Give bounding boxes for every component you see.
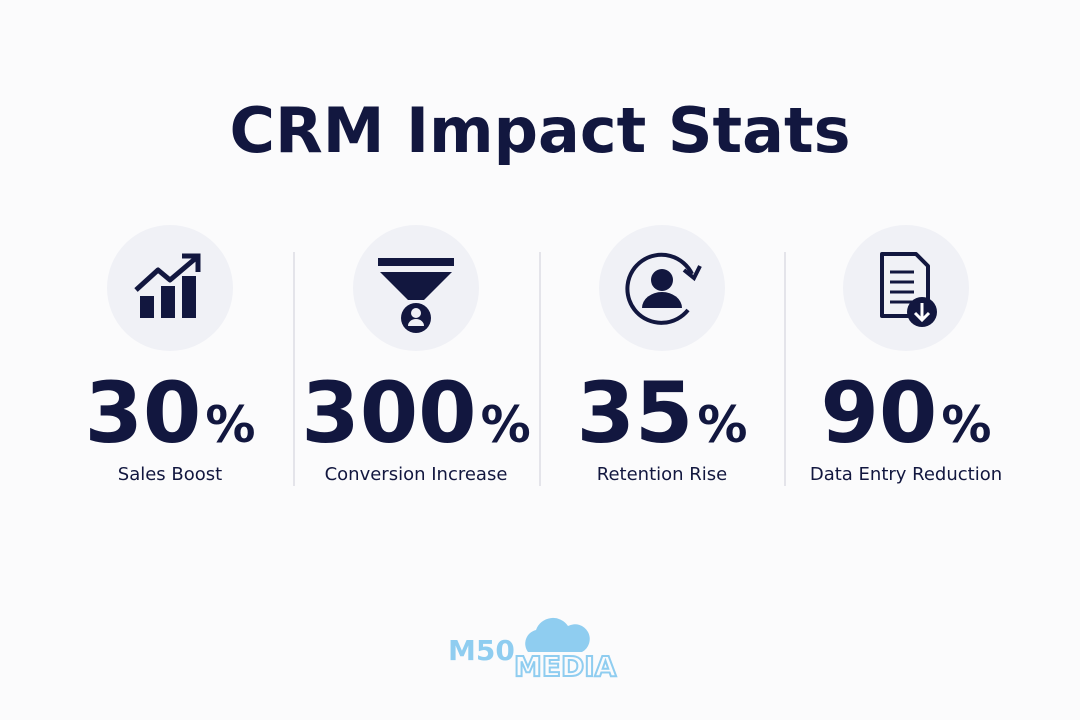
stat-unit: % <box>481 396 531 454</box>
stat-value: 35 <box>576 364 693 462</box>
icon-background <box>843 225 969 351</box>
logo: M50 MEDIA <box>448 617 618 684</box>
icon-part <box>182 253 201 272</box>
icon-part <box>134 256 198 292</box>
icon <box>625 252 702 325</box>
stat-value: 90 <box>820 364 937 462</box>
icon-part <box>651 269 673 291</box>
divider-lines <box>293 252 786 486</box>
icon-part <box>378 258 454 300</box>
icon-part <box>140 296 154 318</box>
logo-text: M50 <box>448 634 515 667</box>
stat-figure: 30% <box>84 364 255 462</box>
stat-column: 90%Data Entry Reduction <box>810 225 1002 485</box>
stat-label: Conversion Increase <box>325 464 508 485</box>
icon-part <box>913 303 931 323</box>
icon <box>378 258 454 333</box>
icon-part <box>411 308 421 318</box>
icon-part <box>161 286 175 318</box>
icon-part <box>625 252 694 325</box>
stat-unit: % <box>205 396 255 454</box>
stat-label: Data Entry Reduction <box>810 464 1002 485</box>
stat-figure: 90% <box>820 364 991 462</box>
icon-part <box>682 265 702 282</box>
stat-unit: % <box>697 396 747 454</box>
stat-column: 35%Retention Rise <box>576 225 748 485</box>
stat-column: 30%Sales Boost <box>84 225 256 485</box>
logo-cloud <box>525 617 590 652</box>
stat-unit: % <box>941 396 991 454</box>
stat-figure: 300% <box>301 364 530 462</box>
stat-figure: 35% <box>576 364 747 462</box>
icon-part <box>880 252 930 318</box>
stat-label: Sales Boost <box>118 464 222 485</box>
icon-part <box>182 276 196 318</box>
stat-column: 300%Conversion Increase <box>301 225 531 485</box>
logo-text: MEDIA <box>514 650 617 683</box>
stat-value: 300 <box>301 364 476 462</box>
stat-label: Retention Rise <box>597 464 727 485</box>
icon-part <box>642 292 682 308</box>
icon <box>134 253 201 318</box>
title: CRM Impact Stats <box>229 94 850 167</box>
icon <box>880 252 937 327</box>
stat-value: 30 <box>84 364 201 462</box>
icon-part <box>408 319 424 326</box>
